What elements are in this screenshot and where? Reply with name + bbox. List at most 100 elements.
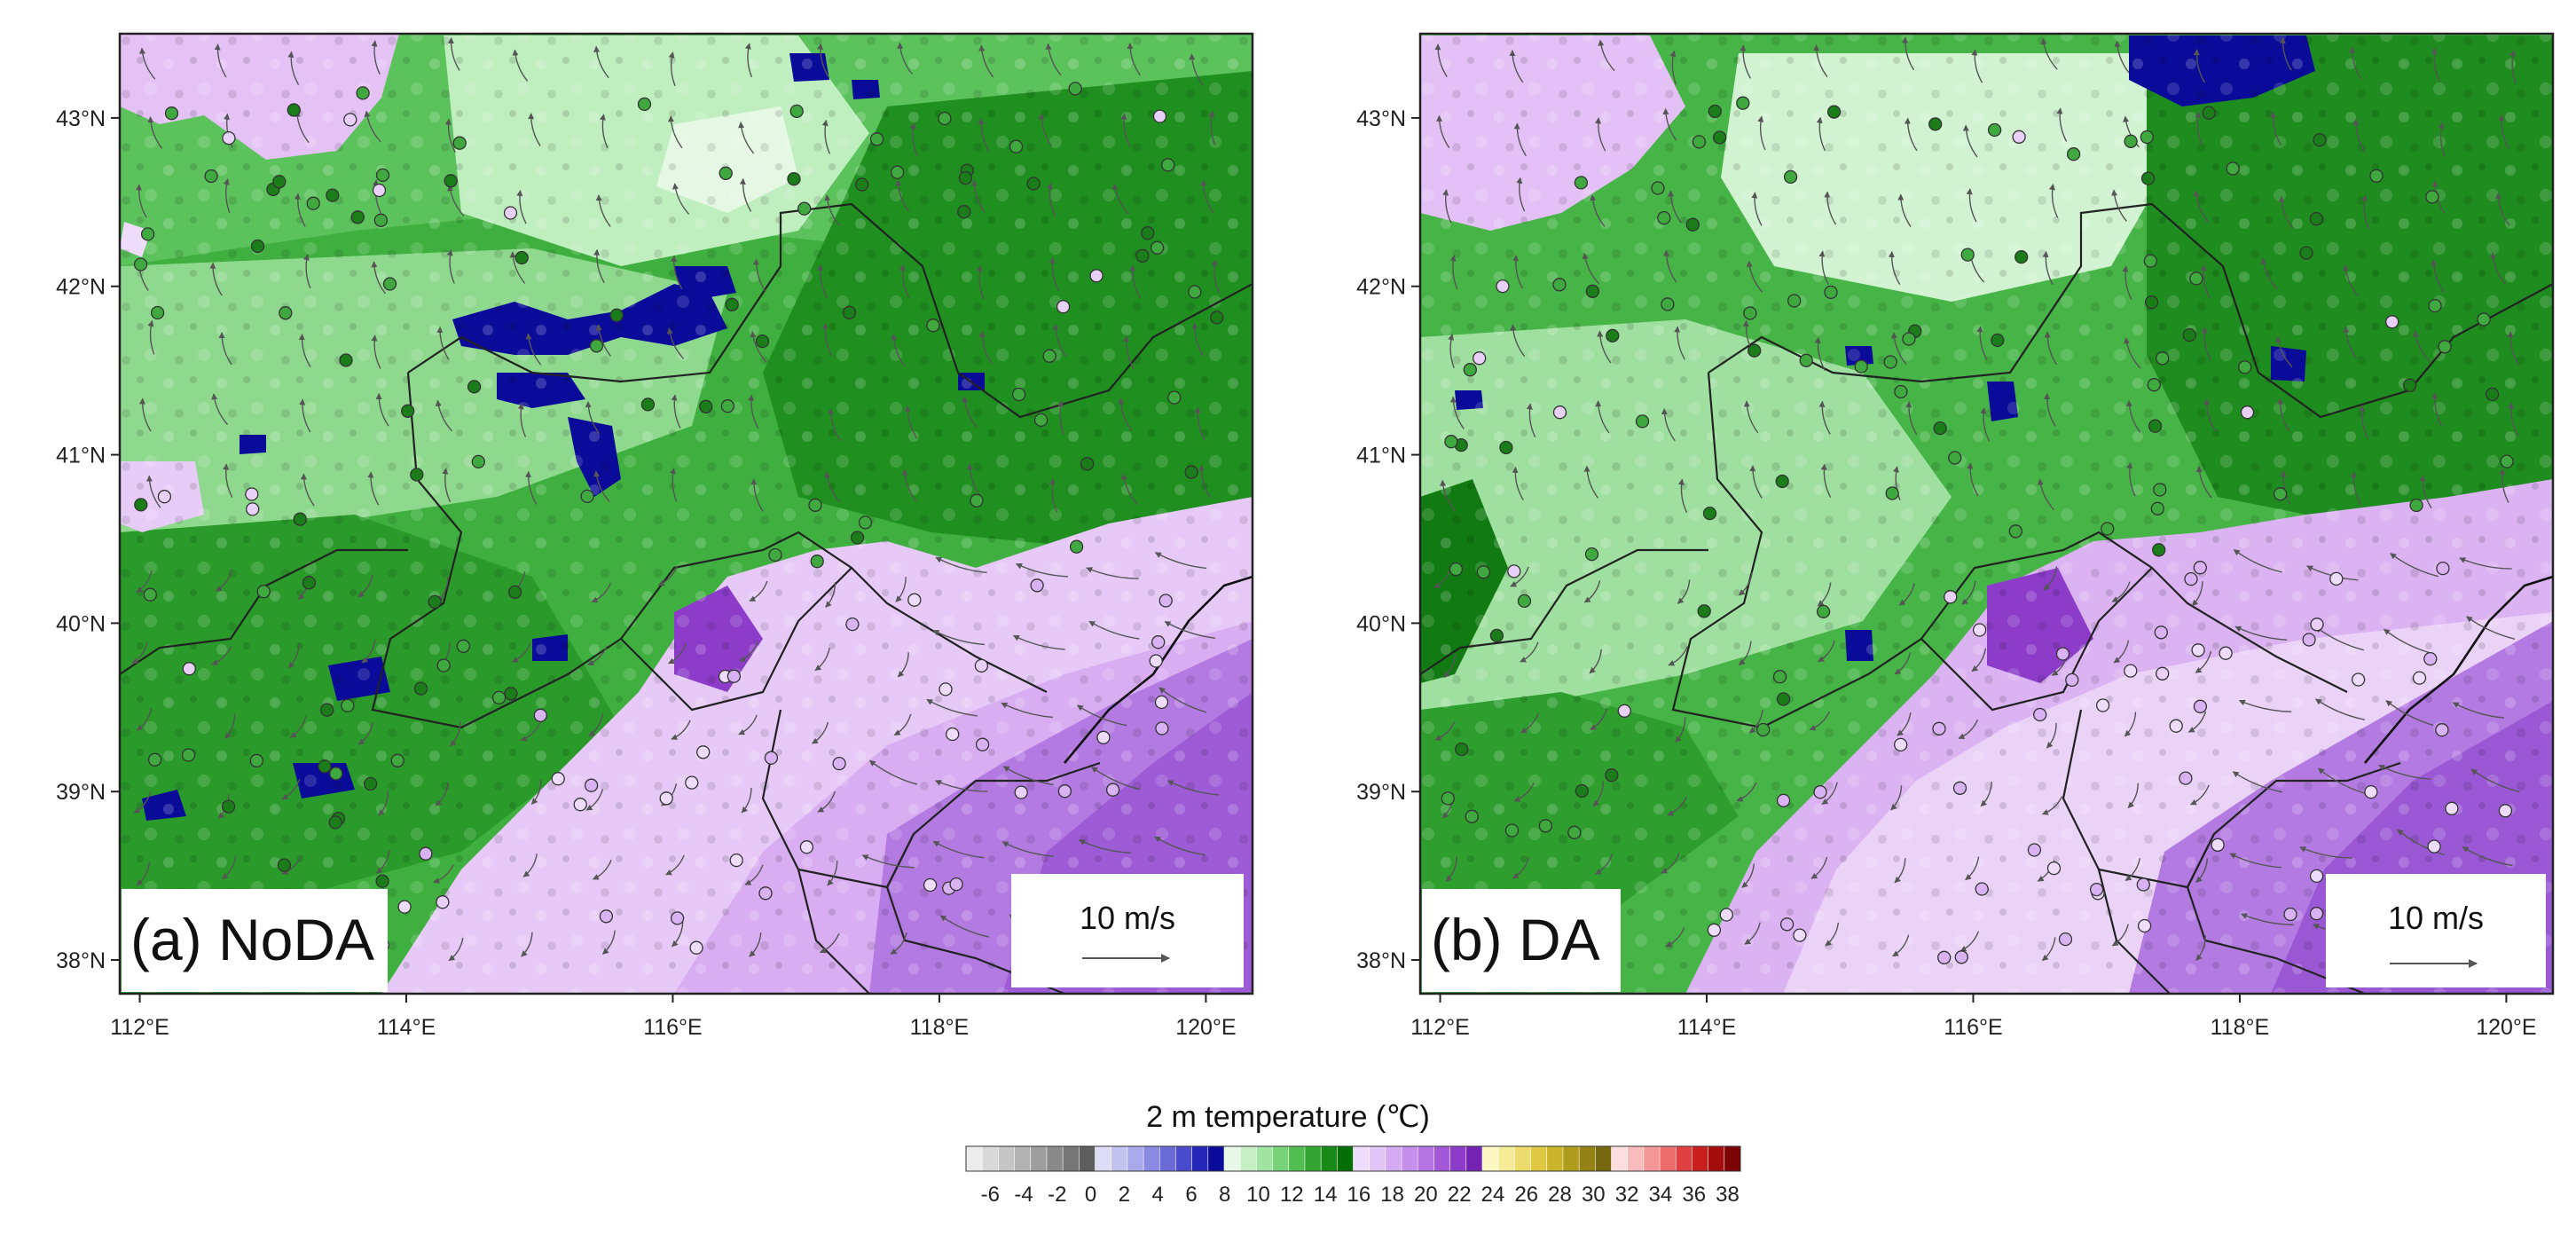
panel-a-wind-arrow [1046,182,1056,217]
panel-b-station-marker [1776,692,1791,706]
panel-b-lat-label: 39°N [1356,780,1406,805]
panel-b-wind-arrow [1589,649,1602,674]
colorbar-swatches [965,1145,1741,1172]
panel-a-wind-arrow [147,319,155,355]
panel-a-station-marker [589,339,604,353]
panel-a-wind-arrow [371,40,381,75]
panel-b-wind-arrow [1512,856,1530,879]
panel-b-station-marker [2184,571,2198,586]
colorbar-swatch [1465,1145,1483,1172]
colorbar-tick-label: 30 [1582,1183,1606,1207]
panel-b-wind-arrow [1905,401,1918,436]
colorbar-tick-labels: -6 -4 -2 0 2 4 6 8 10 12 14 16 18 20 22 24 26 28 30 32 34 36 3… [981,1183,1740,1207]
panel-b-wind-arrow [1590,194,1606,227]
panel-b-station-marker [1736,96,1750,110]
panel-a-wind-arrow [520,721,541,742]
panel-b-lon-label: 116°E [1944,1015,2003,1040]
panel-b-station-marker [1779,917,1795,932]
panel-a-lat-label: 38°N [56,948,106,973]
panel-b-latitude-labels: 43°N 42°N 41°N 40°N 39°N 38°N [1356,106,1420,973]
panel-b-wind-arrow [2203,398,2217,432]
panel-a-station-marker [685,775,699,790]
panel-b-station-marker [2014,249,2029,264]
panel-b-station-marker [2219,646,2233,660]
colorbar-tick-label: 36 [1682,1183,1706,1207]
panel-b-station-marker [2309,869,2324,884]
panel-b-wind-arrow [2037,478,2055,511]
panel-b-station-marker [1496,279,1510,294]
panel-b-wind-arrow [2278,195,2293,229]
panel-a-wind-arrow [894,179,910,213]
colorbar-tick-label: 8 [1219,1183,1230,1207]
panel-a-wind-arrow [1091,767,1141,791]
panel-a-wind-arrow [223,463,233,498]
panel-a-wind-arrow [436,326,450,360]
panel-b-station-marker [1708,104,1722,119]
panel-b-wind-arrow [1748,709,1763,734]
panel-b-wind-arrow [2269,111,2282,146]
panel-a-wind-arrow [447,185,465,216]
panel-a-station-marker [1042,349,1056,363]
panel-b-wind-arrow [1513,122,1527,157]
panel-b-wind-arrow [1894,858,1906,884]
colorbar-tick-label: 4 [1152,1183,1164,1207]
colorbar-swatch [1675,1145,1693,1172]
panel-a-wind-arrow [215,570,233,592]
colorbar-swatch [1337,1145,1355,1172]
panel-a-station-marker [584,778,599,792]
panel-a-station-marker [401,404,415,418]
panel-b-wind-arrow [1746,260,1763,293]
panel-a-wind-arrow [446,249,455,284]
panel-b-station-marker [2191,643,2205,657]
colorbar-tick-label: 10 [1246,1183,1270,1207]
panel-a-wind-arrow [1118,397,1133,431]
panel-a-station-marker [1184,465,1198,479]
panel-b-station-marker [1932,721,1946,736]
panel-b-station-marker [1707,923,1722,937]
panel-a-wind-arrow [375,393,389,427]
panel-a-station-marker [514,250,529,265]
panel-a-wind-arrow [133,791,152,814]
panel-a-wind-arrow [926,698,978,717]
panel-b-station-marker [2066,147,2081,161]
panel-b-wind-arrow [2508,402,2519,437]
panel-a-station-marker [249,753,263,768]
panel-b-station-marker [1787,294,1802,308]
panel-a-wind-arrow [939,915,990,938]
panel-a-station-marker [306,196,320,210]
panel-a-station-marker [372,183,387,198]
panel-a-station-marker [580,489,594,504]
panel-b-lon-label: 112°E [1410,1015,1470,1040]
panel-b-wind-arrow [1434,43,1448,77]
colorbar-tick-label: 0 [1085,1183,1096,1207]
panel-b-station-marker [2148,419,2163,433]
panel-a-station-marker [397,900,412,914]
panel-a-wind-arrow [1012,634,1065,650]
colorbar-swatch [1514,1145,1532,1172]
panel-b-station-marker [2302,633,2316,647]
panel-a-station-marker [134,498,148,512]
panel-a-wind-arrow [817,264,829,299]
panel-b-station-marker [1575,783,1589,799]
panel-b-station-marker [1756,722,1771,737]
panel-b-wind-arrow [2342,264,2360,297]
panel-b-station-marker [1948,451,1962,465]
panel-b-station-marker [2140,130,2154,145]
panel-b-wind-arrow [2431,392,2443,427]
panel-b-station-marker [1473,351,1487,366]
colorbar-swatch [1692,1145,1709,1172]
colorbar-swatch [1223,1145,1241,1172]
colorbar-swatch [1030,1145,1048,1172]
panel-a-station-marker [609,308,624,322]
panel-b-wind-arrow [2201,326,2211,361]
panel-b-label: (b) DA [1431,907,1600,972]
panel-b-station-marker [1902,332,1916,346]
panel-b-station-marker [1933,421,1947,436]
colorbar-swatch [1724,1145,1741,1172]
panel-a-wind-arrow [131,641,148,665]
colorbar-tick-label: -4 [1014,1183,1033,1207]
panel-a-station-marker [797,201,812,216]
panel-b-station-marker [1465,809,1479,823]
panel-a-wind-arrow [299,398,311,433]
panel-b-station-marker [1775,474,1789,489]
